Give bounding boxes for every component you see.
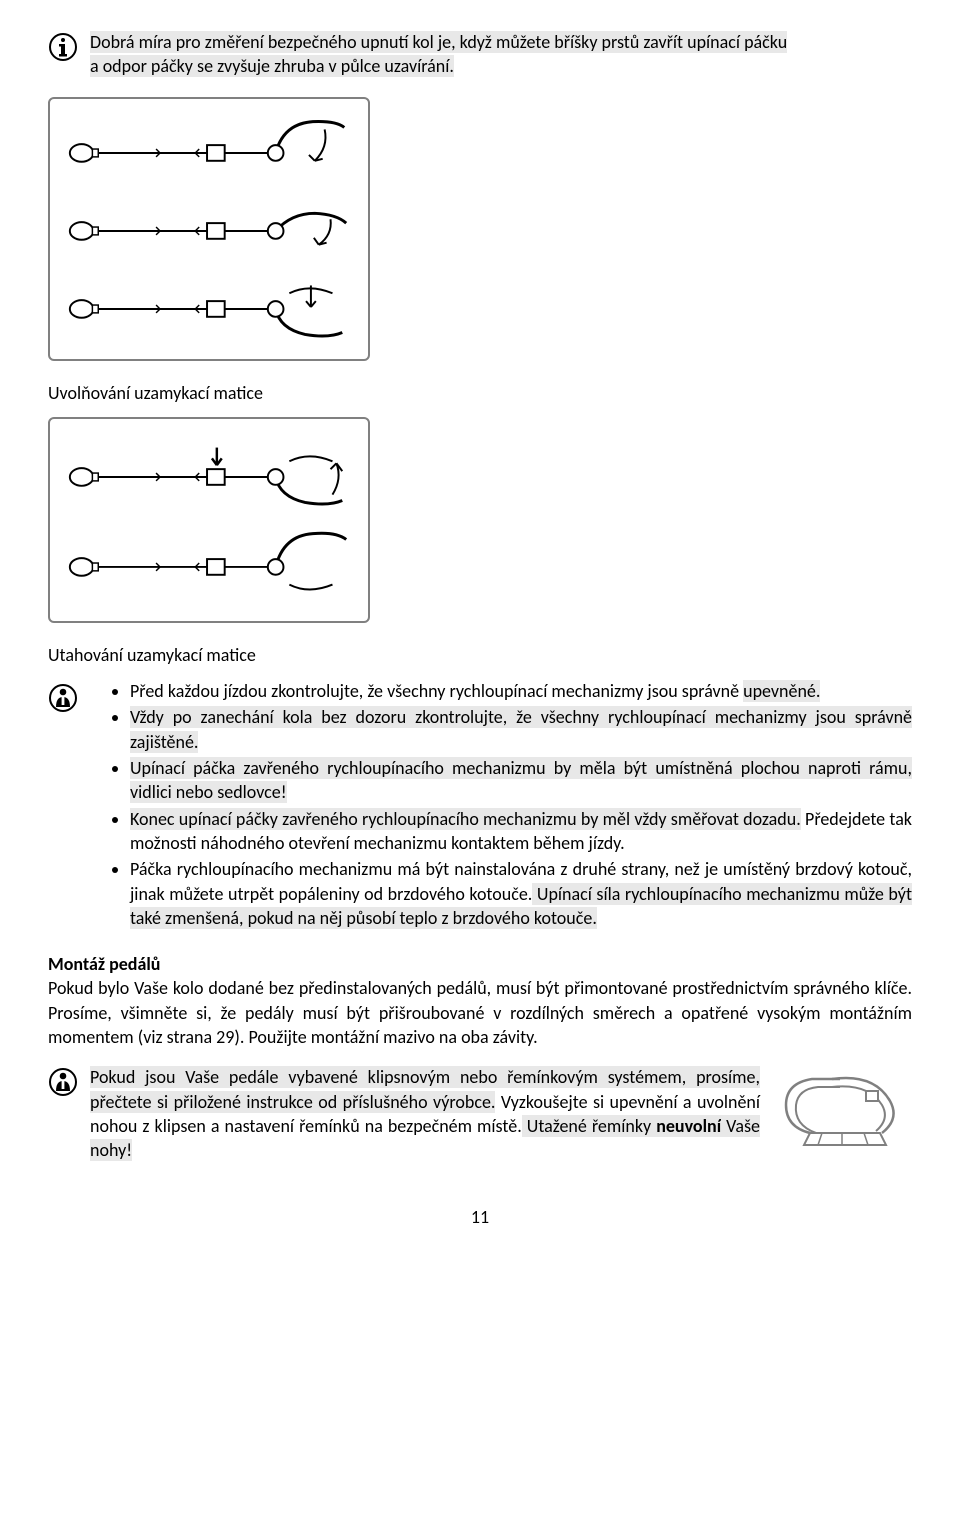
pedal-note-bold: neuvolní xyxy=(656,1115,721,1137)
pedals-heading: Montáž pedálů xyxy=(48,952,912,976)
figure-loosening xyxy=(48,417,370,623)
intro-text: Dobrá míra pro změření bezpečného upnutí… xyxy=(90,30,787,79)
bullet-list: Před každou jízdou zkontrolujte, že všec… xyxy=(90,679,912,932)
heading-tightening: Utahování uzamykací matice xyxy=(48,643,912,667)
bullet-2: Vždy po zanechání kola bez dozoru zkontr… xyxy=(130,705,912,754)
intro-line2: a odpor páčky se zvyšuje zhruba v půlce … xyxy=(90,55,454,77)
info-icon xyxy=(48,32,78,68)
heading-loosening: Uvolňování uzamykací matice xyxy=(48,381,912,405)
figure-tightening xyxy=(48,97,370,361)
qr-row-5 xyxy=(62,523,356,605)
pedal-note-text: Pokud jsou Vaše pedále vybavené klipsnov… xyxy=(90,1065,760,1162)
bullet-section: Před každou jízdou zkontrolujte, že všec… xyxy=(48,679,912,932)
bullet-4: Konec upínací páčky zavřeného rychloupín… xyxy=(130,807,912,856)
page-number: 11 xyxy=(48,1205,912,1229)
pedals-paragraph: Pokud bylo Vaše kolo dodané bez předinst… xyxy=(48,976,912,1049)
person-icon xyxy=(48,683,78,719)
intro-info-row: Dobrá míra pro změření bezpečného upnutí… xyxy=(48,30,912,79)
bullet-1-pre: Před každou jízdou zkontrolujte, že všec… xyxy=(130,680,739,702)
pedal-note-c: Utažené řemínky xyxy=(522,1115,656,1137)
intro-line1: Dobrá míra pro změření bezpečného upnutí… xyxy=(90,31,787,53)
bullet-2-text: Vždy po zanechání kola bez dozoru zkontr… xyxy=(130,706,912,752)
person-icon xyxy=(48,1067,78,1103)
qr-row-4 xyxy=(62,435,356,517)
bullet-1-post: upevněné. xyxy=(743,680,820,702)
bullet-1: Před každou jízdou zkontrolujte, že všec… xyxy=(130,679,912,703)
bullet-3: Upínací páčka zavřeného rychloupínacího … xyxy=(130,756,912,805)
pedal-note-row: Pokud jsou Vaše pedále vybavené klipsnov… xyxy=(48,1065,912,1162)
bullet-3-text: Upínací páčka zavřeného rychloupínacího … xyxy=(130,757,912,803)
qr-row-3 xyxy=(62,271,356,343)
pedal-graphic xyxy=(772,1065,912,1161)
bullet-5: Páčka rychloupínacího mechanizmu má být … xyxy=(130,857,912,930)
qr-row-2 xyxy=(62,193,356,265)
bullet-4a: Konec upínací páčky zavřeného rychloupín… xyxy=(130,808,801,830)
qr-row-1 xyxy=(62,115,356,187)
